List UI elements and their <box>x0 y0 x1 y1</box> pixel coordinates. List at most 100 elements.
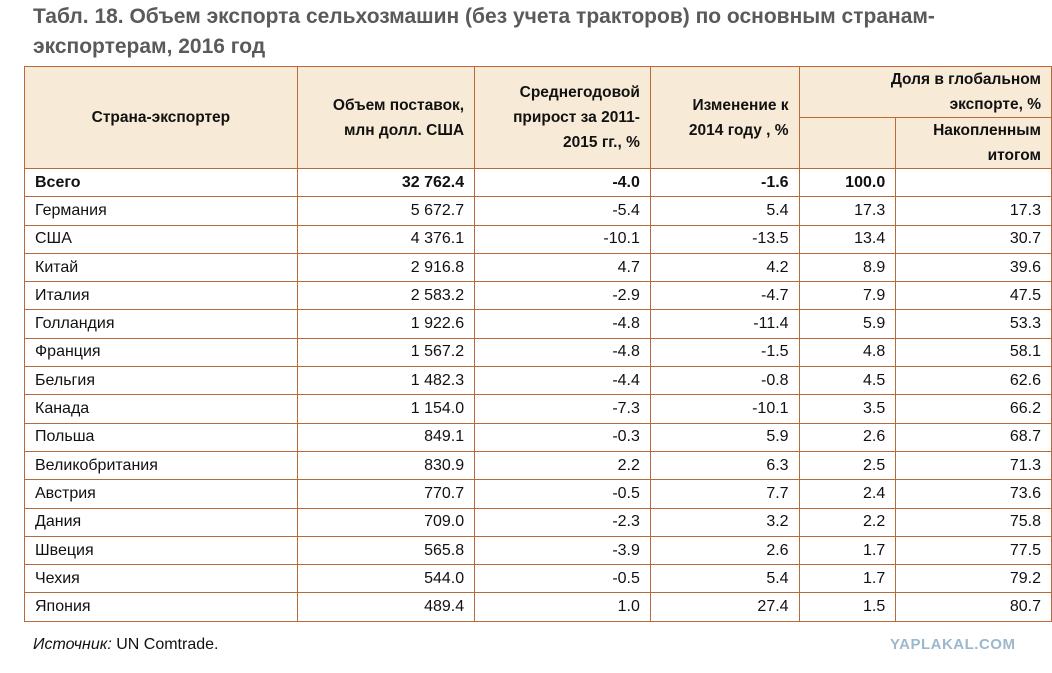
cell-cumulative: 80.7 <box>895 592 1052 622</box>
source-label: Источник: <box>33 636 112 653</box>
cell-share: 1.7 <box>798 535 897 566</box>
source-note: Источник: UN Comtrade. <box>33 636 218 654</box>
cell-country: Дания <box>24 507 298 537</box>
cell-growth: -4.0 <box>474 167 651 198</box>
cell-volume: 2 916.8 <box>296 252 476 283</box>
cell-cumulative: 66.2 <box>895 394 1052 424</box>
header-change: Изменение к 2014 году , % <box>649 66 800 169</box>
table-row: Чехия 544.0 -0.5 5.4 1.7 79.2 <box>24 564 1052 594</box>
cell-cumulative: 71.3 <box>895 450 1052 481</box>
cell-cumulative: 58.1 <box>895 337 1052 368</box>
cell-share: 7.9 <box>798 281 897 311</box>
table-row: Австрия 770.7 -0.5 7.7 2.4 73.6 <box>24 479 1052 509</box>
cell-cumulative: 62.6 <box>895 366 1052 396</box>
cell-growth: -0.5 <box>474 479 651 509</box>
cell-change: -0.8 <box>649 366 800 396</box>
cell-cumulative: 79.2 <box>895 564 1052 594</box>
table-row: Франция 1 567.2 -4.8 -1.5 4.8 58.1 <box>24 337 1052 368</box>
cell-share: 1.5 <box>798 592 897 622</box>
cell-country: Всего <box>24 167 298 198</box>
cell-growth: -0.3 <box>474 422 651 452</box>
source-value: UN Comtrade. <box>111 636 219 653</box>
cell-country: Франция <box>24 337 298 368</box>
cell-growth: -0.5 <box>474 564 651 594</box>
cell-volume: 849.1 <box>296 422 476 452</box>
cell-change: 5.4 <box>649 564 800 594</box>
cell-cumulative: 75.8 <box>895 507 1052 537</box>
cell-share: 2.6 <box>798 422 897 452</box>
cell-growth: -3.9 <box>474 535 651 566</box>
cell-cumulative: 39.6 <box>895 252 1052 283</box>
table-row: Великобритания 830.9 2.2 6.3 2.5 71.3 <box>24 450 1052 481</box>
cell-cumulative: 30.7 <box>895 224 1052 254</box>
cell-country: Канада <box>24 394 298 424</box>
watermark: YAPLAKAL.COM <box>890 636 1016 653</box>
header-share: Доля в глобальном экспорте, % <box>798 66 1052 118</box>
table-row: Бельгия 1 482.3 -4.4 -0.8 4.5 62.6 <box>24 366 1052 396</box>
cell-volume: 32 762.4 <box>296 167 476 198</box>
table-row: Китай 2 916.8 4.7 4.2 8.9 39.6 <box>24 252 1052 283</box>
cell-growth: -10.1 <box>474 224 651 254</box>
cell-change: 5.9 <box>649 422 800 452</box>
cell-growth: -5.4 <box>474 196 651 226</box>
cell-share: 2.5 <box>798 450 897 481</box>
cell-change: 3.2 <box>649 507 800 537</box>
cell-country: Китай <box>24 252 298 283</box>
table-row: Германия 5 672.7 -5.4 5.4 17.3 17.3 <box>24 196 1052 226</box>
cell-volume: 2 583.2 <box>296 281 476 311</box>
cell-cumulative: 53.3 <box>895 309 1052 339</box>
header-volume: Объем поставок, млн долл. США <box>296 66 476 169</box>
cell-share: 4.8 <box>798 337 897 368</box>
cell-change: -13.5 <box>649 224 800 254</box>
cell-growth: -2.9 <box>474 281 651 311</box>
cell-change: 5.4 <box>649 196 800 226</box>
cell-share: 13.4 <box>798 224 897 254</box>
cell-volume: 709.0 <box>296 507 476 537</box>
cell-change: -4.7 <box>649 281 800 311</box>
cell-change: -1.5 <box>649 337 800 368</box>
cell-share: 17.3 <box>798 196 897 226</box>
header-growth: Среднегодовой прирост за 2011-2015 гг., … <box>474 66 651 169</box>
cell-country: Бельгия <box>24 366 298 396</box>
header-country: Страна-экспортер <box>24 66 298 169</box>
cell-share: 1.7 <box>798 564 897 594</box>
cell-country: Голландия <box>24 309 298 339</box>
cell-volume: 489.4 <box>296 592 476 622</box>
cell-share: 2.2 <box>798 507 897 537</box>
table-row: Япония 489.4 1.0 27.4 1.5 80.7 <box>24 592 1052 622</box>
cell-change: 2.6 <box>649 535 800 566</box>
cell-volume: 1 567.2 <box>296 337 476 368</box>
cell-growth: -4.8 <box>474 309 651 339</box>
table-row-total: Всего 32 762.4 -4.0 -1.6 100.0 <box>24 167 1052 198</box>
cell-country: США <box>24 224 298 254</box>
cell-change: -10.1 <box>649 394 800 424</box>
cell-growth: -4.8 <box>474 337 651 368</box>
cell-volume: 1 154.0 <box>296 394 476 424</box>
table-title: Табл. 18. Объем экспорта сельхозмашин (б… <box>33 5 935 58</box>
cell-change: -1.6 <box>649 167 800 198</box>
cell-country: Великобритания <box>24 450 298 481</box>
cell-growth: -7.3 <box>474 394 651 424</box>
cell-growth: 4.7 <box>474 252 651 283</box>
cell-cumulative: 17.3 <box>895 196 1052 226</box>
header-share-sub <box>798 117 897 169</box>
cell-volume: 830.9 <box>296 450 476 481</box>
cell-volume: 770.7 <box>296 479 476 509</box>
header-cumulative: Накопленным итогом <box>895 117 1052 169</box>
cell-volume: 565.8 <box>296 535 476 566</box>
table-row: Швеция 565.8 -3.9 2.6 1.7 77.5 <box>24 535 1052 566</box>
cell-share: 3.5 <box>798 394 897 424</box>
cell-cumulative: 73.6 <box>895 479 1052 509</box>
table-row: США 4 376.1 -10.1 -13.5 13.4 30.7 <box>24 224 1052 254</box>
cell-country: Австрия <box>24 479 298 509</box>
cell-share: 5.9 <box>798 309 897 339</box>
table-row: Польша 849.1 -0.3 5.9 2.6 68.7 <box>24 422 1052 452</box>
cell-cumulative: 77.5 <box>895 535 1052 566</box>
cell-volume: 5 672.7 <box>296 196 476 226</box>
cell-change: 4.2 <box>649 252 800 283</box>
cell-country: Германия <box>24 196 298 226</box>
cell-cumulative: 47.5 <box>895 281 1052 311</box>
cell-volume: 4 376.1 <box>296 224 476 254</box>
table-row: Голландия 1 922.6 -4.8 -11.4 5.9 53.3 <box>24 309 1052 339</box>
table-row: Дания 709.0 -2.3 3.2 2.2 75.8 <box>24 507 1052 537</box>
